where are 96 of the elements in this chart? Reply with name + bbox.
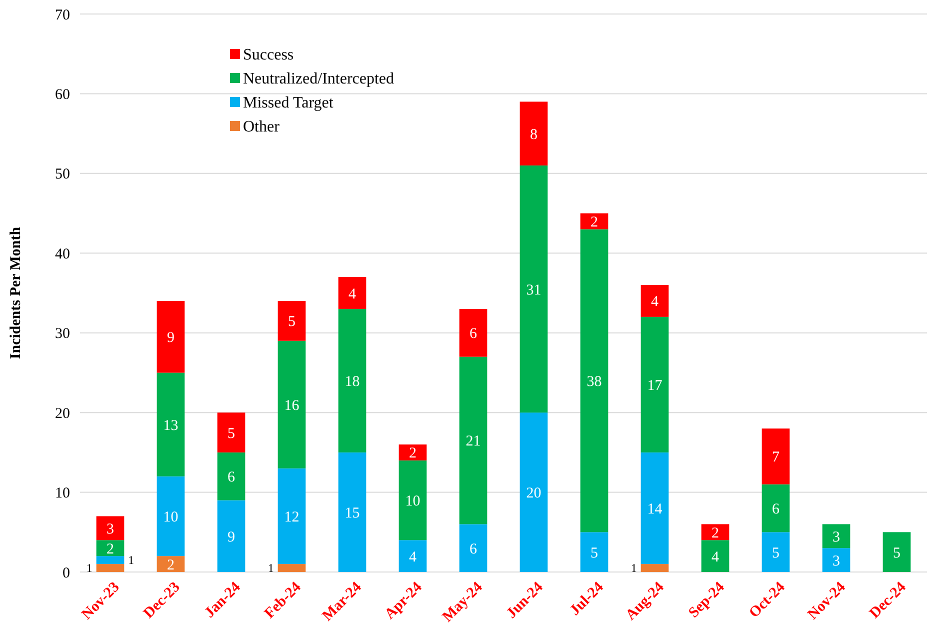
bar — [278, 300, 306, 341]
data-label: 12 — [284, 509, 300, 526]
data-label: 2 — [590, 214, 598, 231]
data-label: 38 — [586, 374, 602, 390]
bar — [338, 277, 366, 309]
y-tick-label: 0 — [62, 565, 70, 582]
bar — [398, 540, 427, 572]
data-label: 15 — [344, 505, 360, 522]
y-tick-label: 10 — [55, 486, 70, 502]
bar — [398, 444, 427, 460]
bar — [459, 524, 488, 572]
data-label: 5 — [288, 314, 296, 330]
data-label: 8 — [530, 126, 538, 143]
bar — [156, 476, 185, 556]
data-label: 2 — [167, 557, 174, 574]
bar — [398, 460, 427, 540]
data-label: 6 — [772, 501, 780, 518]
data-label: 5 — [772, 545, 780, 562]
bar — [640, 285, 669, 317]
data-label: 18 — [344, 374, 360, 390]
bar — [96, 556, 124, 564]
legend-label: Other — [243, 118, 280, 136]
data-label: 3 — [832, 529, 840, 546]
y-tick-label: 70 — [55, 7, 70, 24]
bar — [156, 372, 185, 476]
bar — [278, 340, 306, 468]
bar — [459, 356, 488, 524]
bar — [640, 564, 669, 572]
y-tick-label: 30 — [55, 326, 70, 342]
data-label: 9 — [167, 330, 174, 346]
bar — [96, 564, 124, 572]
bar — [520, 165, 548, 413]
bar — [96, 516, 124, 540]
bar — [520, 102, 548, 166]
bar — [701, 540, 730, 572]
data-label: 2 — [106, 541, 114, 558]
data-label: 4 — [712, 549, 720, 566]
data-label: 6 — [470, 326, 478, 342]
data-label: 5 — [893, 545, 900, 562]
data-label: 7 — [772, 450, 780, 466]
data-label: 9 — [228, 529, 235, 546]
bar — [762, 428, 790, 484]
bar — [580, 532, 608, 572]
data-label: 17 — [647, 378, 663, 394]
legend-label: Missed Target — [243, 94, 334, 112]
data-label: 13 — [163, 418, 178, 434]
data-label: 21 — [466, 434, 481, 450]
bar — [822, 524, 850, 548]
data-label: 2 — [409, 446, 416, 462]
bar — [822, 548, 850, 572]
bar — [762, 532, 790, 572]
y-tick-label: 50 — [55, 166, 70, 183]
bar — [338, 452, 366, 572]
bar — [882, 532, 911, 572]
bar — [278, 468, 306, 564]
y-axis-title: Incidents Per Month — [8, 226, 24, 360]
y-tick-label: 40 — [55, 246, 70, 262]
bar — [217, 500, 246, 572]
data-label: 1 — [128, 553, 134, 568]
data-label: 3 — [832, 553, 840, 570]
bar — [217, 452, 246, 500]
data-label: 14 — [647, 501, 663, 518]
y-tick-label: 20 — [55, 406, 70, 422]
bar — [762, 484, 790, 532]
data-label: 4 — [348, 286, 356, 302]
legend-label: Neutralized/Intercepted — [243, 70, 394, 88]
data-label: 31 — [526, 282, 542, 298]
data-label: 4 — [651, 294, 659, 310]
data-label: 4 — [409, 549, 417, 566]
data-label: 20 — [526, 486, 542, 502]
bar — [156, 300, 185, 373]
data-label: 3 — [106, 521, 114, 538]
data-label: 5 — [228, 426, 235, 442]
data-label: 2 — [712, 525, 719, 542]
data-label: 6 — [228, 470, 236, 486]
bar — [459, 308, 488, 357]
data-label: 1 — [630, 561, 637, 576]
bar — [520, 412, 548, 572]
legend-label: Success — [243, 46, 294, 64]
bar — [96, 540, 124, 556]
bar — [338, 308, 366, 452]
bar — [640, 452, 669, 564]
bar — [580, 229, 608, 532]
bar — [278, 564, 306, 572]
bar — [640, 316, 669, 452]
data-label: 16 — [284, 398, 300, 414]
data-label: 5 — [590, 545, 598, 562]
data-label: 1 — [268, 561, 274, 576]
data-label: 1 — [86, 561, 92, 576]
bar — [217, 412, 246, 452]
data-label: 10 — [405, 494, 420, 510]
bar — [701, 524, 730, 540]
y-tick-label: 60 — [55, 86, 70, 103]
data-label: 10 — [163, 509, 178, 526]
bar — [156, 556, 185, 572]
data-label: 6 — [470, 541, 478, 558]
